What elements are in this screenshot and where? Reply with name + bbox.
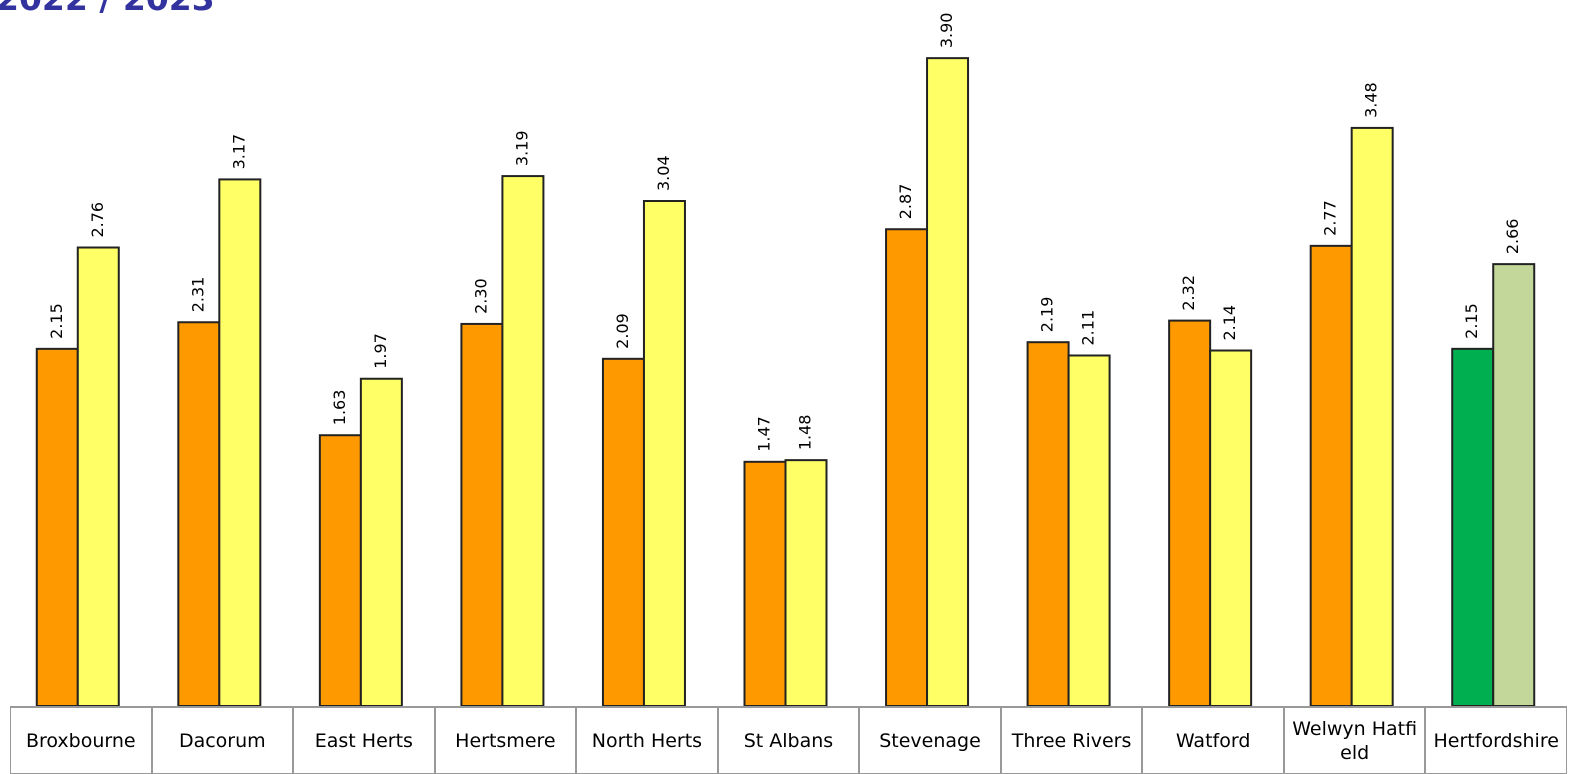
bar bbox=[885, 228, 929, 708]
value-label: 3.17 bbox=[229, 134, 248, 170]
value-label: 1.63 bbox=[330, 390, 349, 426]
x-tick-label: Hertsmere bbox=[434, 706, 577, 774]
value-label: 3.19 bbox=[512, 130, 531, 166]
bar bbox=[1451, 347, 1495, 707]
bar bbox=[218, 178, 262, 708]
x-tick-label: Welwyn Hatfield bbox=[1283, 706, 1426, 774]
bar bbox=[1350, 126, 1394, 708]
value-label: 2.09 bbox=[613, 313, 632, 349]
chart-title: 2022 / 2023 bbox=[0, 0, 215, 18]
bar bbox=[601, 357, 645, 707]
x-tick-label: Stevenage bbox=[859, 706, 1001, 774]
value-label: 2.32 bbox=[1179, 275, 1198, 311]
bar bbox=[926, 57, 970, 708]
bar bbox=[501, 175, 545, 707]
value-label: 2.87 bbox=[896, 184, 915, 220]
bar bbox=[359, 377, 403, 707]
bar bbox=[35, 347, 79, 707]
bar bbox=[1209, 349, 1253, 707]
value-label: 1.48 bbox=[796, 415, 815, 451]
bar bbox=[1309, 244, 1353, 707]
x-tick-label: Broxbourne bbox=[10, 706, 152, 774]
x-tick-label: Watford bbox=[1142, 706, 1284, 774]
value-label: 3.04 bbox=[654, 155, 673, 191]
value-label: 1.97 bbox=[371, 333, 390, 369]
value-label: 3.90 bbox=[937, 13, 956, 49]
bar bbox=[177, 321, 221, 707]
value-label: 1.47 bbox=[755, 416, 774, 452]
value-label: 2.14 bbox=[1220, 305, 1239, 341]
bar bbox=[743, 460, 787, 708]
x-tick-label: Hertfordshire bbox=[1425, 706, 1567, 774]
x-tick-label: East Herts bbox=[293, 706, 435, 774]
value-label: 2.19 bbox=[1038, 297, 1057, 333]
value-label: 2.15 bbox=[47, 303, 66, 339]
bar bbox=[1492, 263, 1536, 707]
value-label: 2.30 bbox=[471, 278, 490, 314]
value-label: 3.48 bbox=[1362, 82, 1381, 118]
bar bbox=[1026, 341, 1070, 707]
value-label: 2.77 bbox=[1321, 200, 1340, 236]
x-tick-label: Dacorum bbox=[151, 706, 294, 774]
x-tick-label: North Herts bbox=[576, 706, 718, 774]
bar bbox=[1067, 354, 1111, 707]
value-label: 2.11 bbox=[1079, 310, 1098, 346]
bar bbox=[318, 434, 362, 707]
x-tick-label: Three Rivers bbox=[1000, 706, 1143, 774]
bar bbox=[76, 246, 120, 707]
bar bbox=[1168, 319, 1212, 707]
value-label: 2.15 bbox=[1462, 303, 1481, 339]
value-label: 2.31 bbox=[188, 277, 207, 313]
x-tick-label: St Albans bbox=[717, 706, 860, 774]
bar bbox=[460, 322, 504, 707]
value-label: 2.76 bbox=[88, 202, 107, 238]
value-label: 2.66 bbox=[1503, 219, 1522, 255]
bar bbox=[642, 200, 686, 707]
bar bbox=[784, 459, 828, 707]
